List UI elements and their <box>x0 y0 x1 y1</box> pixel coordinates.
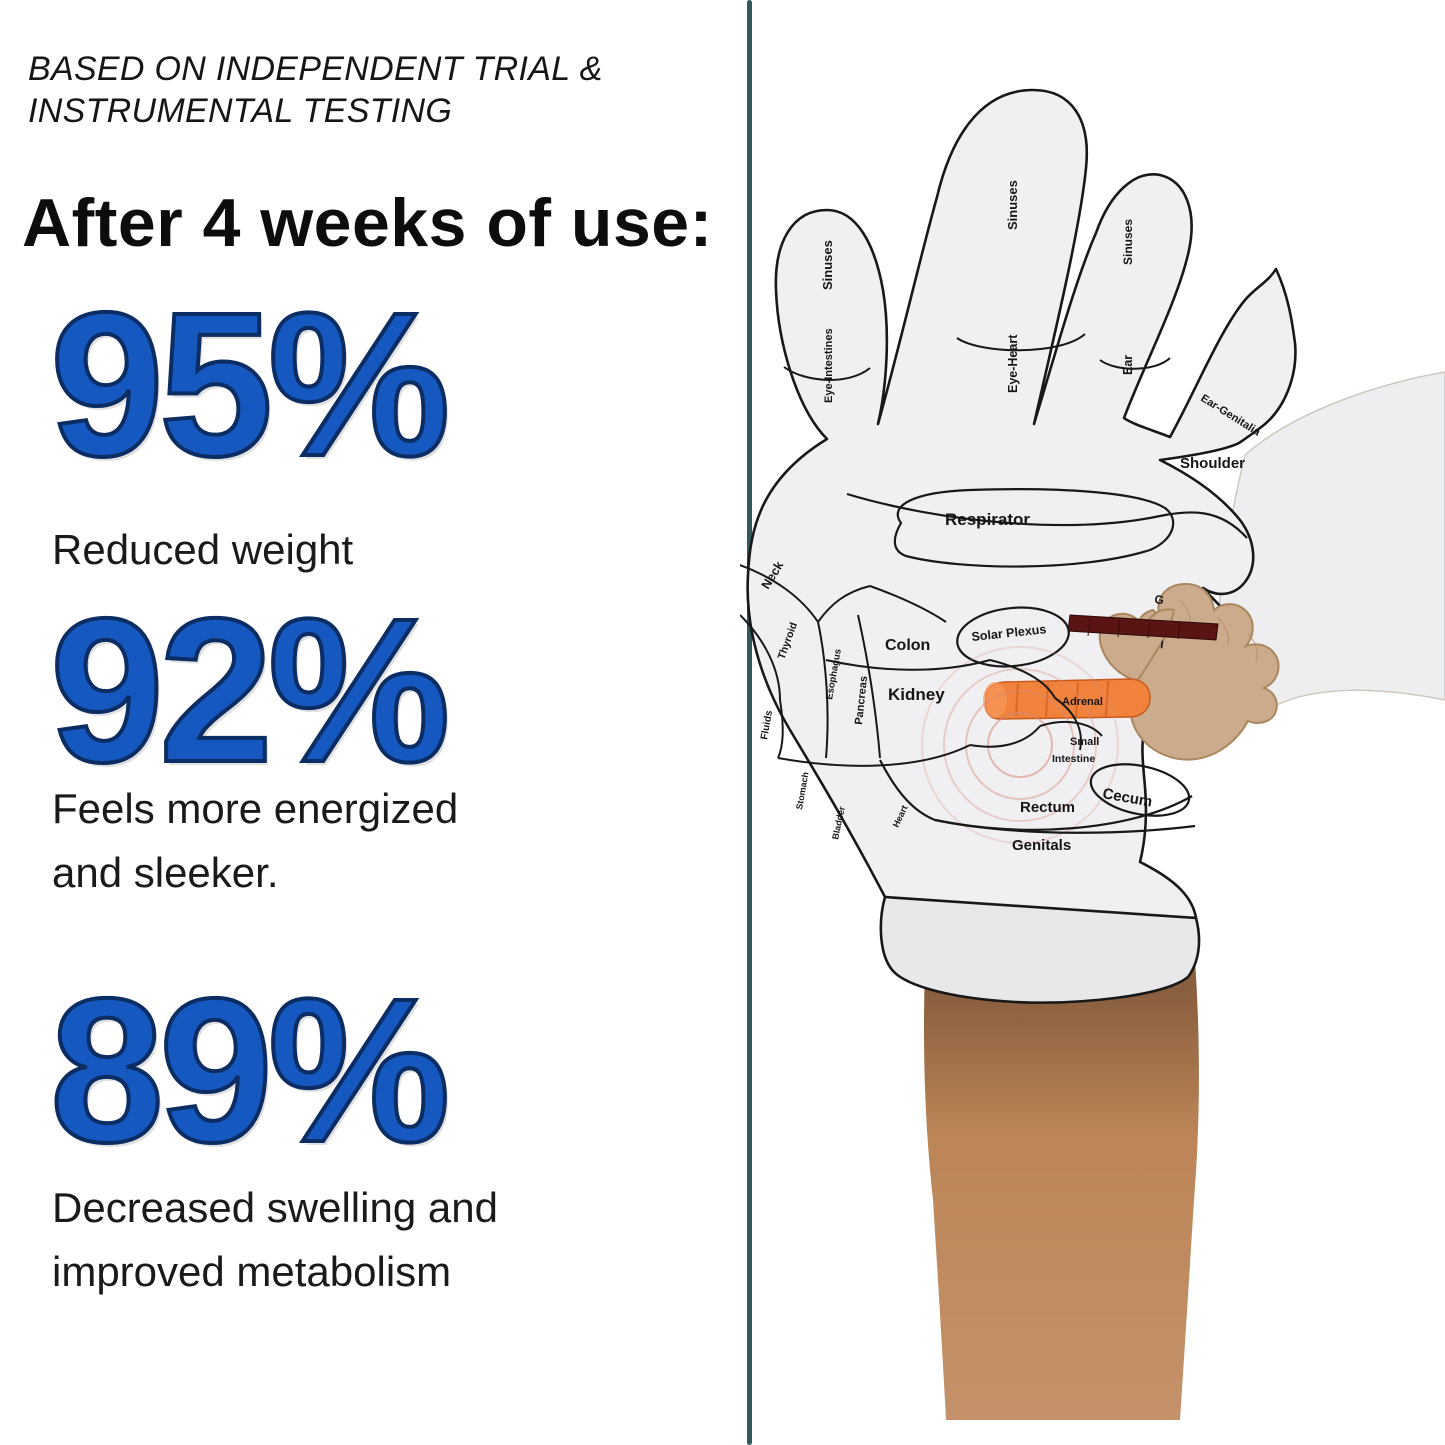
svg-text:Kidney: Kidney <box>888 685 945 704</box>
svg-text:Sinuses: Sinuses <box>1005 180 1020 230</box>
svg-text:G: G <box>1154 592 1165 607</box>
svg-text:Sinuses: Sinuses <box>1121 219 1135 265</box>
svg-text:Shoulder: Shoulder <box>1180 455 1245 472</box>
svg-text:Fluids: Fluids <box>759 709 775 740</box>
svg-text:Stomach: Stomach <box>794 771 810 810</box>
svg-text:Small: Small <box>1070 736 1099 748</box>
svg-text:Genitals: Genitals <box>1012 837 1071 854</box>
svg-text:Ear: Ear <box>1121 355 1135 375</box>
svg-text:Intestine: Intestine <box>1052 753 1095 765</box>
svg-text:Colon: Colon <box>885 637 930 654</box>
svg-text:Adrenal: Adrenal <box>1062 696 1103 708</box>
svg-text:Eye-Heart: Eye-Heart <box>1006 334 1020 393</box>
svg-text:Rectum: Rectum <box>1020 799 1075 816</box>
svg-text:Respirator: Respirator <box>945 510 1030 529</box>
svg-text:Eye-Intestines: Eye-Intestines <box>823 328 835 403</box>
svg-text:Sinuses: Sinuses <box>820 240 835 290</box>
